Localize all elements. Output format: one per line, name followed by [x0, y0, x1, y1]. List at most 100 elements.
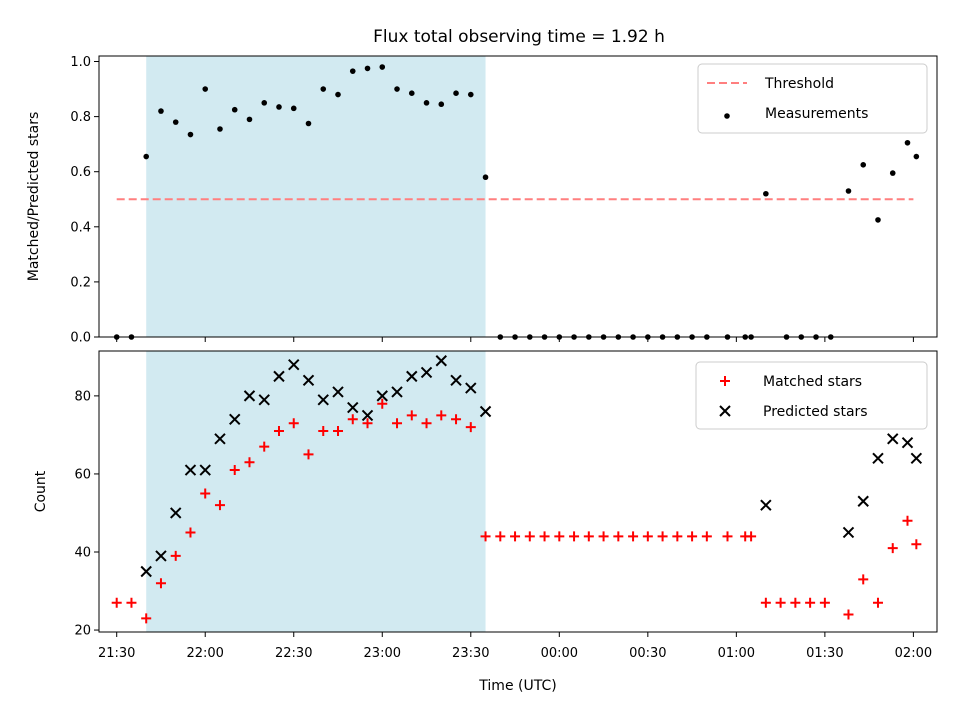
predicted-star-point	[243, 390, 256, 402]
matched-star-point	[805, 597, 816, 608]
predicted-star-point	[406, 370, 418, 383]
y-tick-label: 1.0	[70, 55, 91, 70]
predicted-star-point	[332, 386, 344, 398]
predicted-star-point	[229, 413, 241, 426]
measurement-point	[290, 105, 297, 112]
predicted-star-point	[857, 495, 869, 507]
predicted-star-point	[479, 405, 492, 418]
matched-star-point	[155, 578, 166, 589]
matched-star-point	[406, 410, 417, 421]
measurement-point	[408, 90, 415, 96]
predicted-star-point	[391, 386, 403, 398]
matched-star-point	[362, 418, 373, 429]
measurement-point	[482, 174, 489, 181]
y-tick-label: 60	[74, 467, 91, 482]
matched-star-point	[539, 531, 550, 542]
matched-star-point	[775, 597, 786, 608]
matched-star-point	[111, 597, 122, 608]
legend-box	[697, 63, 928, 134]
predicted-star-point	[184, 464, 197, 476]
matched-star-point	[273, 426, 284, 437]
matched-star-point	[392, 418, 403, 429]
predicted-star-point	[199, 464, 211, 476]
y-tick-label: 40	[74, 545, 91, 560]
x-tick-label: 23:30	[452, 646, 489, 661]
matched-star-point	[554, 531, 565, 542]
predicted-star-point	[302, 374, 315, 386]
measurement-point	[246, 116, 253, 123]
measurement-point	[889, 170, 896, 176]
measurement-point	[349, 68, 356, 74]
predicted-star-point	[760, 499, 772, 511]
x-tick-label: 00:30	[629, 646, 666, 661]
matched-star-point	[451, 414, 462, 425]
matched-star-point	[902, 515, 913, 526]
matched-star-point	[657, 531, 668, 542]
predicted-star-point	[317, 394, 329, 406]
matched-star-point	[843, 609, 854, 620]
matched-star-point	[569, 531, 580, 542]
matched-star-point	[583, 531, 594, 542]
matched-star-point	[858, 574, 869, 585]
observing-window-shade	[146, 56, 486, 337]
matched-star-point	[333, 426, 344, 437]
matched-star-point	[701, 531, 712, 542]
matched-star-point	[170, 550, 181, 561]
legend-label: Measurements	[765, 106, 868, 122]
measurement-point	[158, 108, 164, 114]
predicted-star-point	[887, 433, 899, 445]
predicted-star-point	[872, 452, 884, 465]
matched-star-point	[495, 531, 506, 542]
measurement-point	[904, 139, 911, 146]
matched-star-point	[126, 597, 137, 608]
matched-star-point	[377, 398, 388, 409]
y-tick-label: 0.4	[70, 220, 91, 235]
predicted-star-point	[465, 382, 477, 394]
matched-star-point	[790, 597, 801, 608]
predicted-star-point	[155, 550, 167, 562]
x-tick-label: 23:00	[364, 646, 401, 661]
matched-star-point	[200, 488, 211, 499]
y-tick-label: 20	[74, 624, 91, 639]
matched-star-point	[303, 449, 314, 460]
matched-star-point	[185, 527, 196, 538]
axes-frame	[98, 350, 938, 633]
chart-title: Flux total observing time = 1.92 h	[373, 27, 665, 47]
measurement-point	[423, 100, 430, 106]
predicted-star-point	[170, 507, 182, 519]
matched-star-point	[598, 531, 609, 542]
matched-star-point	[722, 531, 733, 542]
y-tick-label: 0.2	[70, 275, 91, 290]
y-tick-label: 0.8	[70, 110, 91, 125]
matched-star-point	[141, 613, 152, 624]
y-tick-label: 80	[74, 389, 91, 404]
legend-measurement-swatch	[724, 113, 730, 119]
measurement-point	[187, 131, 194, 138]
predicted-star-point	[435, 355, 447, 367]
predicted-star-point	[376, 390, 388, 402]
x-axis-title: Time (UTC)	[478, 678, 556, 694]
predicted-star-point	[273, 370, 285, 383]
matched-star-point	[672, 531, 683, 542]
measurement-point	[143, 153, 150, 160]
legend-box	[695, 361, 928, 430]
matched-star-point	[911, 539, 922, 550]
predicted-star-point	[842, 526, 855, 539]
matched-star-point	[480, 531, 491, 542]
measurement-point	[172, 119, 179, 125]
matched-star-point	[628, 531, 639, 542]
predicted-star-point	[361, 409, 374, 422]
observing-window-shade	[146, 351, 486, 632]
matched-star-point	[214, 500, 225, 511]
x-tick-label: 01:30	[806, 646, 843, 661]
measurement-point	[202, 86, 209, 92]
y-tick-label: 0.6	[70, 165, 91, 180]
measurement-point	[261, 100, 268, 106]
measurement-point	[364, 65, 371, 72]
matched-star-point	[436, 410, 447, 421]
matched-star-point	[819, 597, 830, 608]
legend-label: Matched stars	[763, 374, 862, 390]
measurement-point	[453, 90, 459, 96]
measurement-point	[305, 120, 312, 127]
measurement-point	[276, 104, 282, 110]
